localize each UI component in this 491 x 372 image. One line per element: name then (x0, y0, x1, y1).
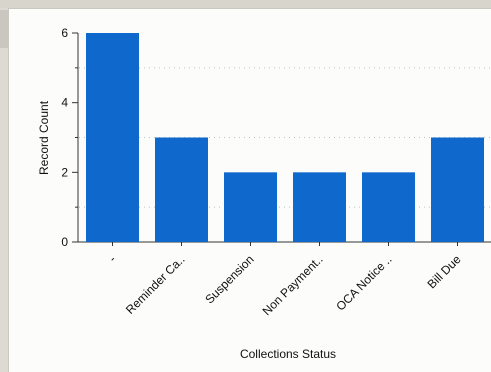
x-tick-label: OCA Notice .. (333, 252, 394, 313)
grid-lines (79, 67, 491, 208)
y-ticks: 0 2 4 6 (61, 26, 78, 249)
x-axis-title: Collections Status (240, 347, 336, 361)
x-tick-label: Suspension (202, 252, 256, 306)
y-tick-label: 6 (61, 26, 68, 40)
bar[interactable] (293, 172, 346, 242)
bar[interactable] (431, 137, 484, 243)
x-ticks: - Reminder Ca.. Suspension Non Payment.. OCA… (106, 242, 464, 318)
bar[interactable] (362, 172, 415, 242)
bar[interactable] (224, 172, 277, 242)
left-gutter (0, 8, 8, 372)
x-tick-label: Reminder Ca.. (123, 252, 188, 317)
x-tick-label: Bill Due (424, 252, 463, 291)
y-axis-title: Record Count (37, 100, 51, 175)
top-border (0, 0, 491, 8)
y-tick-label: 4 (61, 96, 68, 110)
y-tick-label: 2 (61, 165, 68, 179)
left-panel-tab[interactable] (0, 10, 8, 48)
y-tick-label: 0 (61, 235, 68, 249)
bar[interactable] (86, 33, 139, 242)
bar[interactable] (155, 137, 208, 243)
bars (86, 33, 484, 242)
x-tick-label: - (106, 252, 119, 265)
x-tick-label: Non Payment.. (260, 252, 326, 318)
